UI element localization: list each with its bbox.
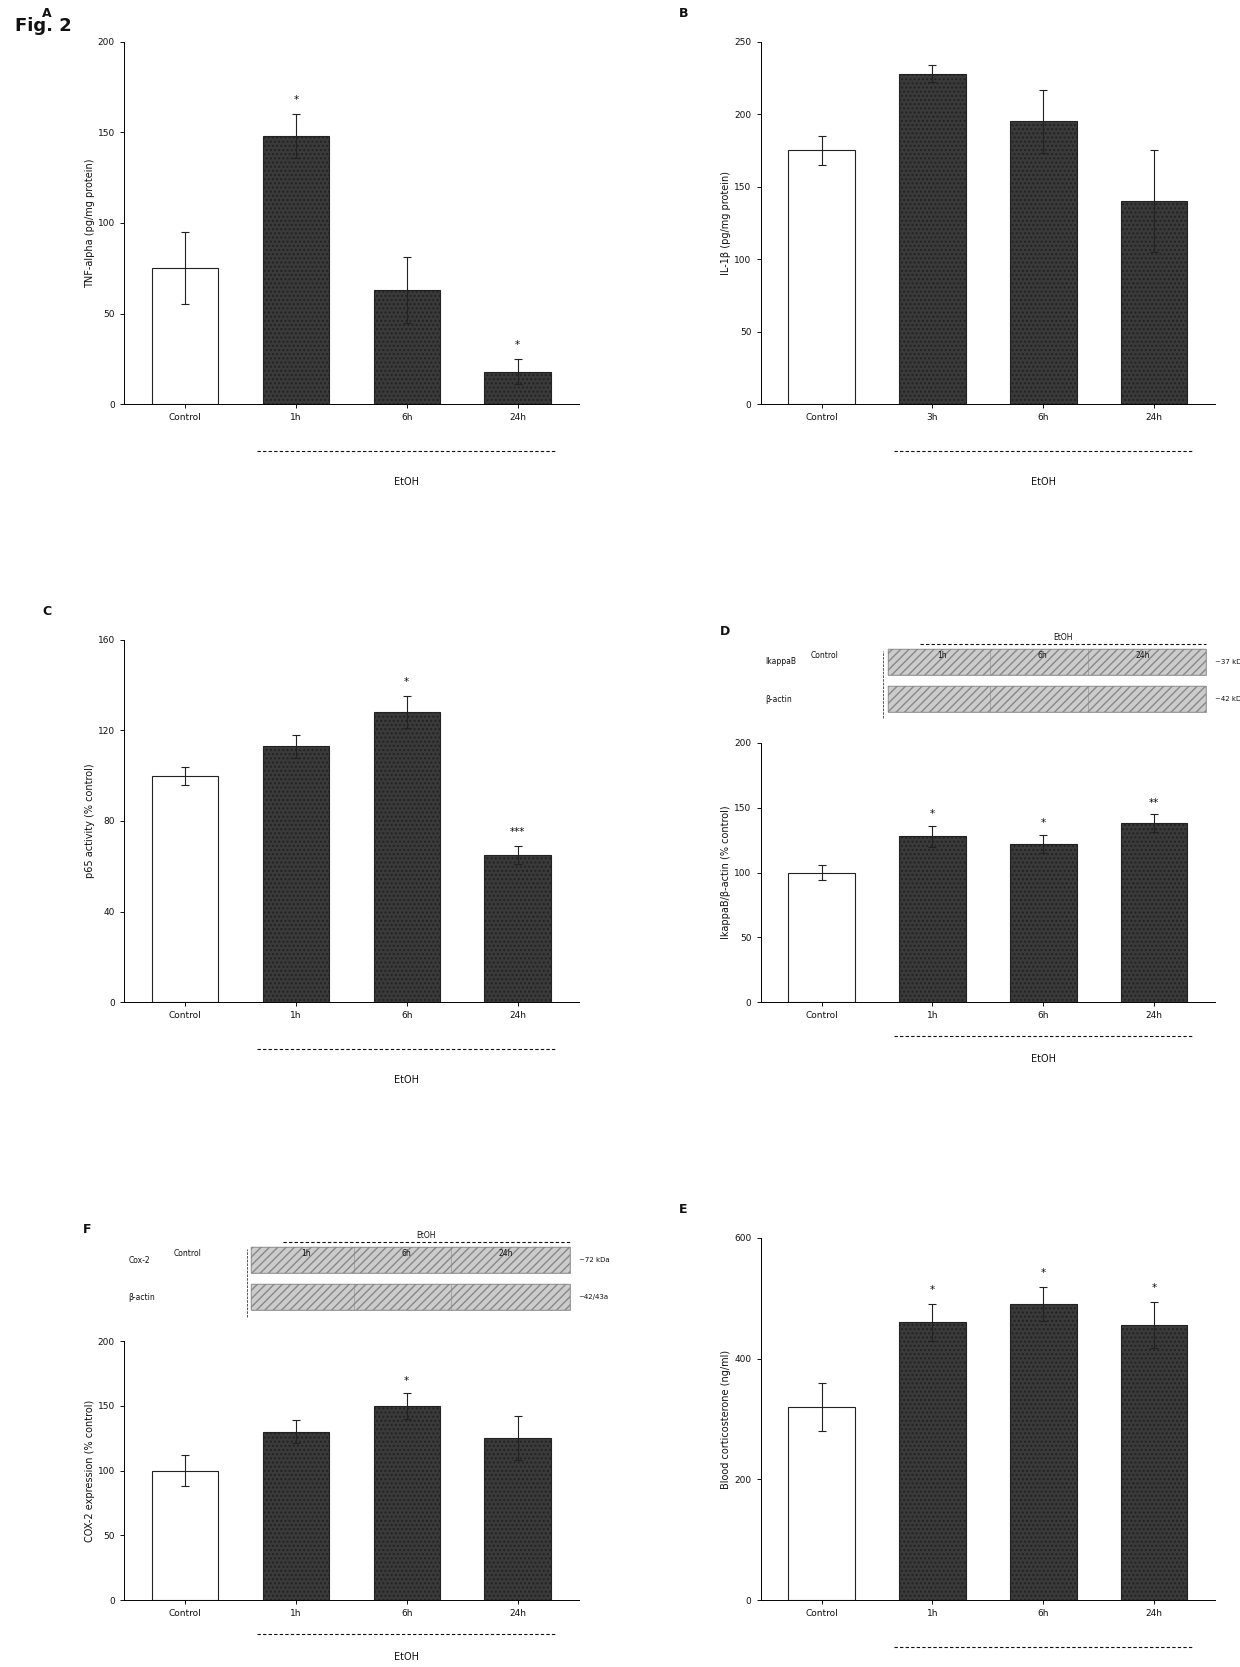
Text: β-actin: β-actin [129, 1292, 155, 1302]
Bar [373, 712, 440, 1002]
Text: EtOH: EtOH [1030, 1054, 1055, 1064]
Text: *: * [1152, 1284, 1157, 1294]
Bar [1121, 202, 1188, 403]
Bar [263, 137, 329, 403]
Text: ~37 kDa: ~37 kDa [1215, 658, 1240, 665]
Text: E: E [678, 1204, 687, 1217]
Bar [373, 1405, 440, 1600]
Bar [1011, 844, 1076, 1002]
Text: β-actin: β-actin [765, 695, 792, 703]
Text: D: D [719, 625, 730, 638]
Bar [1121, 1325, 1188, 1600]
Text: *: * [515, 340, 521, 350]
Text: *: * [930, 1285, 935, 1295]
Text: *: * [930, 810, 935, 820]
Bar [263, 747, 329, 1002]
Y-axis label: TNF-alpha (pg/mg protein): TNF-alpha (pg/mg protein) [86, 158, 95, 288]
Text: Fig. 2: Fig. 2 [15, 17, 72, 35]
Text: Cox-2: Cox-2 [129, 1255, 150, 1265]
Text: IkappaB: IkappaB [765, 657, 796, 667]
Text: *: * [294, 95, 299, 105]
Bar [789, 872, 854, 1002]
Text: 1h: 1h [937, 650, 947, 660]
Text: EtOH: EtOH [417, 1230, 436, 1240]
FancyBboxPatch shape [252, 1284, 569, 1310]
Text: 6h: 6h [1038, 650, 1048, 660]
Bar [789, 1407, 854, 1600]
Text: EtOH: EtOH [1053, 632, 1073, 642]
Text: ~42 kDa: ~42 kDa [1215, 697, 1240, 702]
Y-axis label: COX-2 expression (% control): COX-2 expression (% control) [86, 1400, 95, 1542]
Bar [1011, 122, 1076, 403]
FancyBboxPatch shape [252, 1247, 569, 1274]
Text: ~42/43a: ~42/43a [579, 1294, 609, 1300]
Bar [899, 1322, 966, 1600]
Text: ~72 kDa: ~72 kDa [579, 1257, 609, 1264]
Text: *: * [1040, 1269, 1045, 1279]
Bar [151, 1470, 218, 1600]
Text: *: * [404, 1377, 409, 1387]
Bar [151, 268, 218, 403]
Bar [263, 1432, 329, 1600]
Text: 6h: 6h [401, 1249, 410, 1259]
Text: *: * [1040, 818, 1045, 828]
Y-axis label: p65 activity (% control): p65 activity (% control) [86, 763, 95, 879]
Text: 1h: 1h [301, 1249, 311, 1259]
Text: A: A [42, 7, 52, 20]
Bar [373, 290, 440, 403]
Text: ***: *** [510, 827, 526, 837]
Text: EtOH: EtOH [394, 477, 419, 487]
Bar [899, 837, 966, 1002]
Text: Control: Control [174, 1249, 202, 1259]
Bar [485, 855, 551, 1002]
Bar [1121, 823, 1188, 1002]
Bar [485, 1439, 551, 1600]
FancyBboxPatch shape [888, 687, 1207, 712]
Text: EtOH: EtOH [394, 1652, 419, 1662]
Y-axis label: Blood corticosterone (ng/ml): Blood corticosterone (ng/ml) [722, 1350, 732, 1489]
Text: EtOH: EtOH [1030, 477, 1055, 487]
Text: EtOH: EtOH [394, 1075, 419, 1085]
Text: *: * [404, 677, 409, 687]
Bar [899, 73, 966, 403]
FancyBboxPatch shape [888, 648, 1207, 675]
Text: Control: Control [810, 650, 838, 660]
Bar [151, 775, 218, 1002]
Text: F: F [83, 1224, 92, 1235]
Text: 24h: 24h [498, 1249, 513, 1259]
Text: B: B [678, 7, 688, 20]
Text: 24h: 24h [1135, 650, 1149, 660]
Bar [485, 372, 551, 403]
Y-axis label: IkappaB/β-actin (% control): IkappaB/β-actin (% control) [722, 805, 732, 940]
Text: C: C [42, 605, 51, 618]
Bar [789, 150, 854, 403]
Bar [1011, 1304, 1076, 1600]
Text: **: ** [1149, 798, 1159, 808]
Y-axis label: IL-1β (pg/mg protein): IL-1β (pg/mg protein) [722, 172, 732, 275]
